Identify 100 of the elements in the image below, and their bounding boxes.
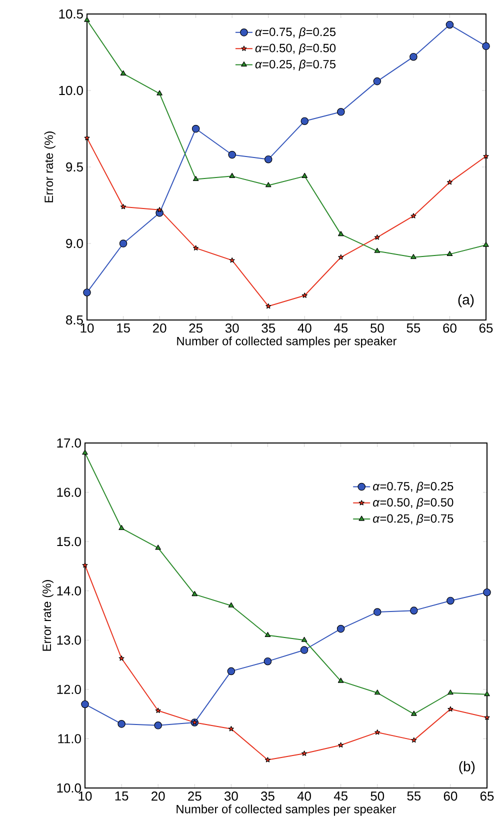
y-tick-label: 10.0 — [59, 86, 83, 96]
point — [300, 646, 308, 654]
legend-label: α=0.50, β=0.50 — [373, 498, 454, 509]
y-tick-label: 9.0 — [66, 238, 83, 248]
y-tick-label: 12.0 — [57, 684, 81, 694]
y-axis-title: Error rate (%) — [44, 132, 56, 202]
point — [410, 606, 418, 614]
y-tick-label: 8.5 — [66, 315, 83, 325]
point — [229, 257, 235, 263]
y-tick-label: 15.0 — [57, 536, 81, 546]
y-tick-label: 13.0 — [57, 636, 81, 645]
point — [410, 52, 418, 61]
x-tick-label: 20 — [152, 792, 165, 801]
y-tick-label: 10.0 — [57, 783, 81, 793]
point — [228, 150, 236, 159]
x-tick-label: 50 — [370, 792, 384, 801]
point — [155, 544, 161, 550]
point — [155, 708, 161, 714]
point — [265, 182, 272, 188]
legend-label: α=0.50, β=0.50 — [255, 43, 336, 55]
x-tick-label: 55 — [406, 324, 420, 333]
point — [84, 135, 90, 140]
point — [156, 206, 162, 212]
annotation: (b) — [459, 761, 475, 774]
y-tick-label: 14.0 — [57, 586, 81, 596]
point — [448, 706, 454, 712]
point — [374, 234, 380, 240]
legend-label: α=0.25, β=0.75 — [373, 514, 454, 526]
point — [301, 636, 308, 642]
x-tick-label: 60 — [444, 792, 458, 801]
point — [192, 176, 199, 182]
point — [373, 77, 382, 86]
point — [228, 602, 234, 608]
point — [82, 450, 88, 455]
point — [300, 117, 309, 125]
point — [374, 729, 380, 735]
point — [193, 245, 199, 250]
x-tick-label: 65 — [479, 324, 493, 333]
point — [484, 691, 490, 696]
x-tick-label: 40 — [298, 324, 312, 333]
point — [264, 757, 270, 762]
point — [118, 524, 124, 530]
point — [410, 254, 416, 260]
point — [264, 632, 271, 638]
point — [302, 172, 308, 178]
point — [302, 292, 308, 298]
x-tick-label: 35 — [262, 324, 276, 333]
x-tick-label: 45 — [334, 792, 348, 801]
point — [156, 90, 162, 96]
x-tick-label: 50 — [370, 324, 384, 333]
x-tick-label: 45 — [334, 324, 348, 333]
x-tick-label: 40 — [297, 792, 311, 801]
x-tick-label: 10 — [80, 324, 94, 333]
point — [192, 124, 200, 133]
x-tick-label: 55 — [407, 792, 421, 801]
point — [83, 288, 91, 296]
point — [82, 562, 88, 568]
x-tick-label: 15 — [115, 792, 128, 801]
point — [120, 204, 126, 210]
point — [338, 742, 344, 748]
point — [120, 70, 126, 76]
point — [337, 108, 345, 116]
point — [229, 172, 235, 178]
point — [483, 242, 489, 247]
legend-label: α=0.25, β=0.75 — [255, 60, 336, 71]
x-tick-label: 30 — [224, 792, 238, 801]
legend-label: α=0.75, β=0.25 — [255, 27, 336, 38]
point — [448, 690, 454, 695]
point — [446, 596, 454, 605]
y-tick-label: 9.5 — [66, 162, 83, 172]
point — [264, 155, 272, 164]
point — [338, 231, 344, 236]
point — [373, 608, 382, 616]
point — [266, 303, 272, 309]
point — [446, 250, 453, 256]
point — [410, 213, 416, 218]
x-tick-label: 10 — [78, 792, 92, 801]
point — [338, 678, 344, 683]
y-tick-label: 11.0 — [58, 734, 81, 744]
point — [154, 722, 162, 730]
point — [482, 42, 490, 50]
legend-label: α=0.75, β=0.25 — [373, 482, 454, 493]
point — [411, 737, 417, 743]
x-tick-label: 65 — [480, 792, 494, 801]
point — [446, 179, 452, 185]
x-tick-label: 25 — [189, 324, 202, 333]
point — [374, 690, 380, 695]
point — [338, 254, 344, 260]
point — [264, 657, 272, 666]
point — [192, 591, 198, 596]
point — [227, 667, 236, 676]
point — [118, 655, 124, 661]
x-tick-label: 20 — [153, 324, 166, 333]
y-axis-title: Error rate (%) — [42, 580, 54, 651]
point — [484, 714, 490, 720]
point — [411, 710, 417, 716]
annotation: (a) — [458, 294, 474, 308]
x-tick-label: 30 — [225, 324, 239, 333]
point — [228, 726, 234, 732]
x-axis-title: Number of collected samples per speaker — [177, 336, 397, 348]
